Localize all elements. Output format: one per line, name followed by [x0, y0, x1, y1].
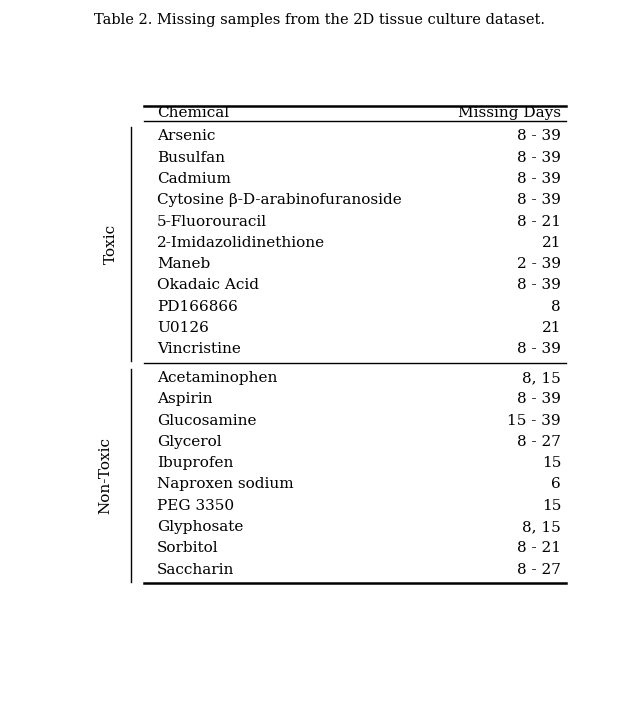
Text: 2-Imidazolidinethione: 2-Imidazolidinethione: [157, 236, 325, 249]
Text: 8 - 21: 8 - 21: [517, 541, 561, 555]
Text: Missing Days: Missing Days: [458, 106, 561, 120]
Text: 21: 21: [541, 236, 561, 249]
Text: Cytosine β-D-arabinofuranoside: Cytosine β-D-arabinofuranoside: [157, 193, 402, 207]
Text: 8, 15: 8, 15: [522, 520, 561, 534]
Text: Busulfan: Busulfan: [157, 150, 225, 165]
Text: PEG 3350: PEG 3350: [157, 499, 234, 513]
Text: Sorbitol: Sorbitol: [157, 541, 218, 555]
Text: Ibuprofen: Ibuprofen: [157, 456, 233, 470]
Text: Toxic: Toxic: [104, 224, 118, 265]
Text: Saccharin: Saccharin: [157, 563, 234, 577]
Text: Arsenic: Arsenic: [157, 129, 215, 143]
Text: 5-Fluorouracil: 5-Fluorouracil: [157, 214, 267, 229]
Text: 6: 6: [552, 477, 561, 492]
Text: Aspirin: Aspirin: [157, 393, 212, 406]
Text: Okadaic Acid: Okadaic Acid: [157, 278, 259, 293]
Text: 8 - 21: 8 - 21: [517, 214, 561, 229]
Text: Naproxen sodium: Naproxen sodium: [157, 477, 294, 492]
Text: U0126: U0126: [157, 321, 209, 335]
Text: 8, 15: 8, 15: [522, 371, 561, 385]
Text: 15 - 39: 15 - 39: [508, 413, 561, 428]
Text: Glyphosate: Glyphosate: [157, 520, 243, 534]
Text: 8 - 27: 8 - 27: [517, 435, 561, 449]
Text: Acetaminophen: Acetaminophen: [157, 371, 277, 385]
Text: 8 - 39: 8 - 39: [517, 342, 561, 357]
Text: 8 - 39: 8 - 39: [517, 393, 561, 406]
Text: Non-Toxic: Non-Toxic: [98, 436, 112, 513]
Text: 8 - 39: 8 - 39: [517, 172, 561, 186]
Text: Chemical: Chemical: [157, 106, 229, 120]
Text: 15: 15: [541, 456, 561, 470]
Text: 8 - 27: 8 - 27: [517, 563, 561, 577]
Text: 2 - 39: 2 - 39: [517, 257, 561, 271]
Text: 8 - 39: 8 - 39: [517, 129, 561, 143]
Text: 8 - 39: 8 - 39: [517, 278, 561, 293]
Text: Glucosamine: Glucosamine: [157, 413, 257, 428]
Text: PD166866: PD166866: [157, 300, 237, 313]
Text: 8: 8: [552, 300, 561, 313]
Text: Vincristine: Vincristine: [157, 342, 241, 357]
Text: 8 - 39: 8 - 39: [517, 193, 561, 207]
Text: Maneb: Maneb: [157, 257, 210, 271]
Text: 21: 21: [541, 321, 561, 335]
Text: Cadmium: Cadmium: [157, 172, 231, 186]
Text: 8 - 39: 8 - 39: [517, 150, 561, 165]
Text: 15: 15: [541, 499, 561, 513]
Text: Glycerol: Glycerol: [157, 435, 221, 449]
Text: Table 2. Missing samples from the 2D tissue culture dataset.: Table 2. Missing samples from the 2D tis…: [95, 13, 545, 27]
